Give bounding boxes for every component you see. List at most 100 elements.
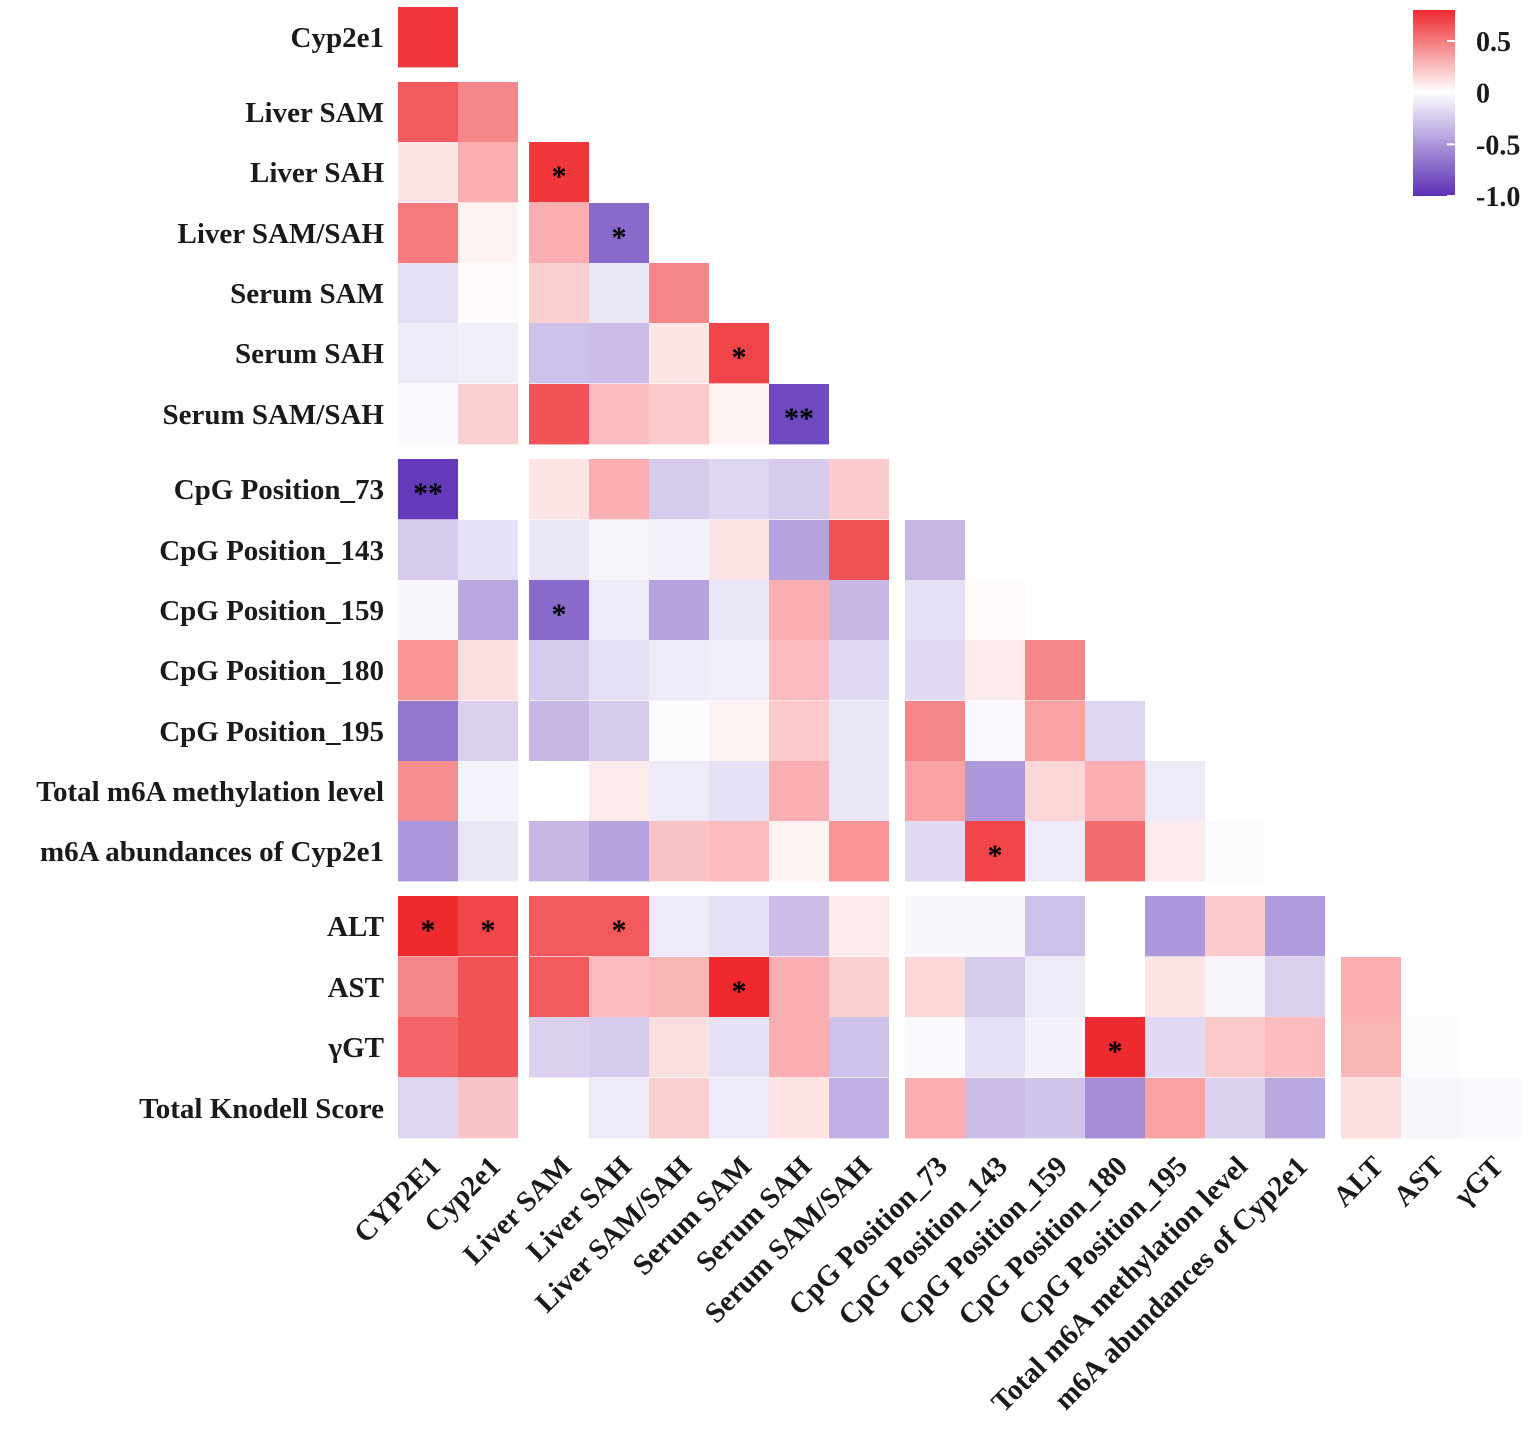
colorbar-tick-label: 0	[1476, 79, 1490, 110]
heatmap-cell	[529, 203, 589, 264]
row-label: Serum SAM/SAH	[162, 399, 384, 431]
heatmap-cell	[398, 459, 458, 520]
heatmap-cell	[458, 459, 518, 520]
heatmap-cell	[1145, 957, 1205, 1018]
heatmap-cell	[1025, 640, 1085, 701]
heatmap-cell	[398, 761, 458, 822]
heatmap-cell	[398, 82, 458, 143]
row-label: AST	[328, 972, 384, 1004]
heatmap-cell	[398, 142, 458, 203]
heatmap-cell	[1085, 1017, 1145, 1078]
row-label: Cyp2e1	[291, 22, 384, 54]
heatmap-cell	[1401, 1078, 1461, 1139]
heatmap-cell	[769, 1078, 829, 1139]
heatmap-cell	[769, 384, 829, 445]
colorbar-tick-label: -1.0	[1476, 182, 1520, 213]
heatmap-cell	[1085, 1078, 1145, 1139]
significance-mark: *	[421, 914, 436, 947]
heatmap-cell	[458, 142, 518, 203]
heatmap-cell	[1025, 761, 1085, 822]
heatmap-cell	[398, 896, 458, 957]
significance-mark: **	[784, 402, 814, 435]
heatmap-cell	[1025, 957, 1085, 1018]
heatmap-cell	[398, 640, 458, 701]
heatmap-cell	[458, 1017, 518, 1078]
column-label: CYP2E1	[348, 1150, 447, 1249]
heatmap-cell	[829, 1017, 889, 1078]
heatmap-cell	[649, 323, 709, 384]
heatmap-cell	[829, 761, 889, 822]
row-label: CpG Position_195	[159, 716, 384, 748]
heatmap-cell	[709, 701, 769, 762]
heatmap-cells	[398, 7, 1521, 1139]
heatmap-cell	[1265, 957, 1325, 1018]
heatmap-cell	[1205, 1017, 1265, 1078]
heatmap-cell	[589, 640, 649, 701]
heatmap-cell	[398, 1078, 458, 1139]
heatmap-cell	[905, 957, 965, 1018]
row-label: m6A abundances of Cyp2e1	[40, 836, 384, 868]
row-label: Liver SAH	[250, 157, 384, 189]
row-label: Liver SAM	[245, 97, 384, 129]
row-label: Serum SAM	[230, 278, 384, 310]
colorbar-gradient	[1413, 10, 1455, 196]
heatmap-cell	[1341, 957, 1401, 1018]
heatmap-cell	[398, 323, 458, 384]
heatmap-cell	[398, 821, 458, 882]
significance-mark: *	[481, 914, 496, 947]
heatmap-cell	[965, 701, 1025, 762]
heatmap-cell	[529, 821, 589, 882]
heatmap-cell	[709, 580, 769, 641]
heatmap-cell	[905, 640, 965, 701]
heatmap-cell	[398, 957, 458, 1018]
heatmap-cell	[458, 761, 518, 822]
heatmap-cell	[1025, 1017, 1085, 1078]
heatmap-cell	[1025, 896, 1085, 957]
heatmap-cell	[649, 263, 709, 324]
heatmap-cell	[589, 701, 649, 762]
heatmap-cell	[905, 1078, 965, 1139]
heatmap-cell	[769, 459, 829, 520]
row-label: CpG Position_73	[174, 474, 384, 506]
heatmap-cell	[529, 957, 589, 1018]
heatmap-cell	[1341, 1017, 1401, 1078]
heatmap-cell	[1205, 896, 1265, 957]
heatmap-cell	[829, 580, 889, 641]
significance-mark: **	[413, 477, 443, 510]
heatmap-cell	[529, 263, 589, 324]
heatmap-cell	[905, 1017, 965, 1078]
heatmap-cell	[458, 520, 518, 581]
heatmap-cell	[1085, 761, 1145, 822]
heatmap-cell	[1401, 1017, 1461, 1078]
row-labels: Cyp2e1 Liver SAM Liver SAH Liver SAM/SAH Ser…	[36, 22, 384, 1125]
heatmap-cell	[529, 520, 589, 581]
heatmap-cell	[529, 896, 589, 957]
heatmap-cell	[709, 384, 769, 445]
heatmap-cell	[458, 1078, 518, 1139]
column-label: ALT	[1327, 1150, 1390, 1213]
row-label: Total Knodell Score	[139, 1093, 384, 1125]
row-label: CpG Position_143	[159, 535, 384, 567]
row-label: Serum SAH	[235, 338, 384, 370]
heatmap-cell	[1145, 821, 1205, 882]
heatmap-cell	[649, 580, 709, 641]
row-label: γGT	[328, 1032, 384, 1064]
heatmap-cell	[1145, 1078, 1205, 1139]
significance-mark: *	[1108, 1035, 1123, 1068]
heatmap-cell	[829, 821, 889, 882]
heatmap-cell	[649, 384, 709, 445]
heatmap-cell	[589, 821, 649, 882]
heatmap-cell	[649, 957, 709, 1018]
heatmap-cell	[529, 580, 589, 641]
significance-mark: *	[612, 221, 627, 254]
heatmap-cell	[398, 701, 458, 762]
row-label: Total m6A methylation level	[36, 776, 384, 808]
heatmap-cell	[709, 957, 769, 1018]
row-label: Liver SAM/SAH	[178, 218, 385, 250]
heatmap-cell	[905, 580, 965, 641]
heatmap-cell	[589, 263, 649, 324]
column-label: γGT	[1447, 1150, 1510, 1213]
significance-mark: *	[552, 598, 567, 631]
heatmap-cell	[1085, 957, 1145, 1018]
